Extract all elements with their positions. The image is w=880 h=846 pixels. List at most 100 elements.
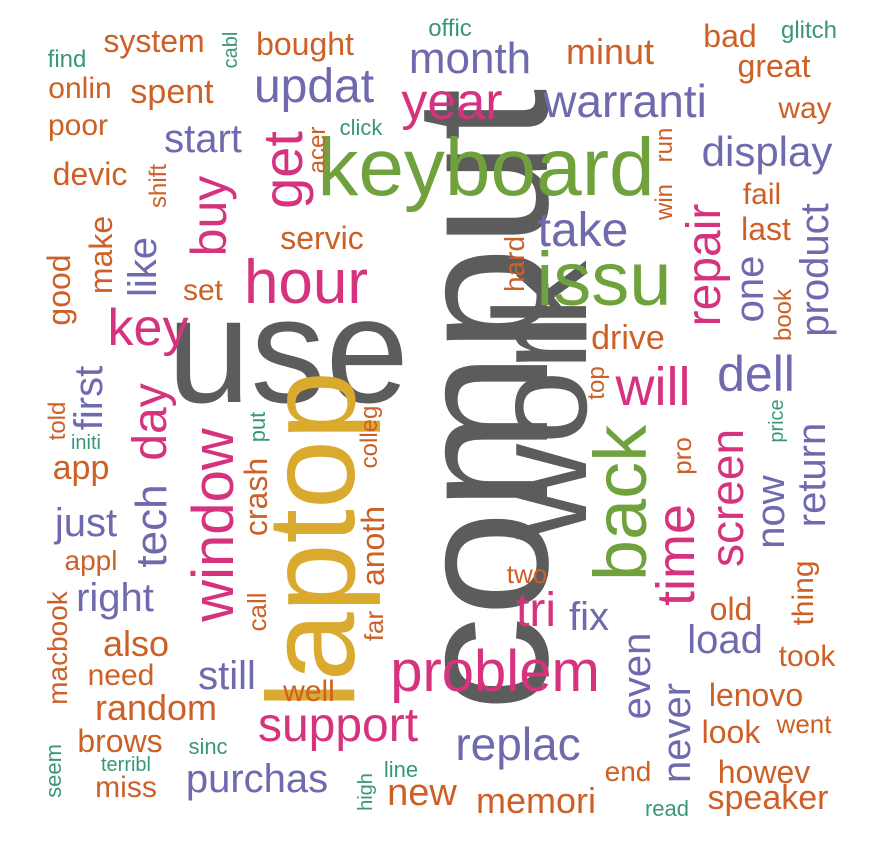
word-howev: howev	[717, 754, 811, 790]
word-month: month	[408, 34, 532, 83]
word-make: make	[83, 215, 119, 295]
word-now: now	[749, 475, 793, 549]
word-replac: replac	[455, 718, 581, 770]
word-seem: seem	[41, 744, 66, 798]
word-two: two	[506, 559, 548, 589]
word-key: key	[107, 299, 189, 357]
word-will: will	[615, 357, 691, 417]
word-return: return	[790, 422, 834, 528]
word-need: need	[87, 659, 155, 692]
word-still: still	[198, 654, 256, 698]
word-repair: repair	[678, 203, 731, 327]
word-drive: drive	[591, 319, 665, 357]
word-spent: spent	[130, 73, 214, 111]
word-line: line	[383, 757, 419, 782]
word-start: start	[164, 117, 242, 161]
word-crash: crash	[238, 457, 274, 537]
word-lenovo: lenovo	[708, 677, 804, 713]
word-never: never	[655, 682, 699, 784]
word-speaker: speaker	[707, 779, 829, 817]
word-acer: acer	[304, 126, 331, 174]
word-minut: minut	[565, 31, 655, 72]
word-support: support	[257, 699, 419, 752]
word-load: load	[687, 618, 763, 662]
word-way: way	[778, 92, 832, 125]
word-buy: buy	[181, 175, 237, 257]
word-call: call	[242, 592, 272, 632]
word-high: high	[355, 773, 377, 811]
word-colleg: colleg	[356, 405, 383, 469]
word-cabl: cabl	[220, 31, 242, 69]
word-poor: poor	[47, 109, 109, 142]
word-miss: miss	[95, 771, 157, 804]
word-onlin: onlin	[48, 72, 112, 105]
word-devic: devic	[52, 156, 128, 192]
word-hard: hard	[499, 235, 530, 293]
word-book: book	[770, 288, 797, 342]
word-terribl: terribl	[100, 754, 152, 776]
word-run: run	[651, 127, 678, 163]
word-get: get	[251, 131, 314, 209]
word-app: app	[52, 449, 110, 487]
word-tri: tri	[516, 584, 556, 637]
word-fail: fail	[742, 178, 782, 211]
word-find: find	[47, 46, 87, 73]
word-price: price	[766, 399, 788, 443]
word-click: click	[339, 115, 383, 140]
word-fix: fix	[569, 595, 609, 639]
word-first: first	[67, 365, 111, 431]
word-put: put	[245, 411, 270, 443]
word-macbook: macbook	[42, 591, 73, 705]
word-new: new	[387, 772, 457, 814]
word-time: time	[646, 503, 706, 607]
word-window: window	[181, 428, 246, 622]
word-pro: pro	[667, 437, 697, 475]
word-system: system	[103, 23, 205, 59]
word-keyboard: keyboard	[317, 122, 655, 213]
word-memori: memori	[475, 780, 597, 821]
word-year: year	[401, 73, 503, 131]
word-took: took	[778, 640, 836, 673]
word-hour: hour	[243, 248, 369, 317]
word-look: look	[701, 714, 761, 750]
word-sinc: sinc	[188, 734, 228, 759]
word-old: old	[709, 591, 753, 627]
word-servic: servic	[280, 220, 364, 256]
word-like: like	[121, 236, 165, 298]
word-good: good	[41, 254, 77, 326]
word-even: even	[615, 632, 659, 720]
word-brows: brows	[77, 723, 163, 759]
word-product: product	[793, 203, 837, 337]
word-far: far	[359, 610, 389, 642]
word-dell: dell	[717, 346, 795, 402]
word-one: one	[728, 255, 772, 323]
word-display: display	[701, 128, 833, 175]
word-also: also	[102, 623, 170, 664]
word-bought: bought	[256, 26, 354, 62]
word-take: take	[537, 204, 629, 257]
word-right: right	[76, 576, 154, 620]
word-read: read	[644, 796, 690, 821]
word-tech: tech	[127, 484, 176, 568]
word-day: day	[124, 383, 177, 461]
word-initi: initi	[70, 432, 102, 454]
word-just: just	[54, 501, 118, 545]
word-bad: bad	[703, 18, 757, 54]
word-thing: thing	[787, 560, 820, 626]
word-glitch: glitch	[780, 17, 838, 44]
word-anoth: anoth	[355, 505, 391, 587]
word-purchas: purchas	[185, 757, 329, 801]
word-end: end	[604, 756, 652, 787]
word-great: great	[737, 48, 811, 84]
word-set: set	[182, 274, 224, 307]
word-offic: offic	[428, 15, 472, 42]
word-told: told	[44, 401, 71, 441]
word-win: win	[651, 183, 678, 221]
word-use: use	[167, 266, 409, 434]
word-problem: problem	[390, 639, 600, 704]
word-well: well	[283, 675, 335, 708]
word-issu: issu	[536, 237, 672, 322]
word-random: random	[94, 687, 218, 728]
word-last: last	[741, 211, 791, 247]
